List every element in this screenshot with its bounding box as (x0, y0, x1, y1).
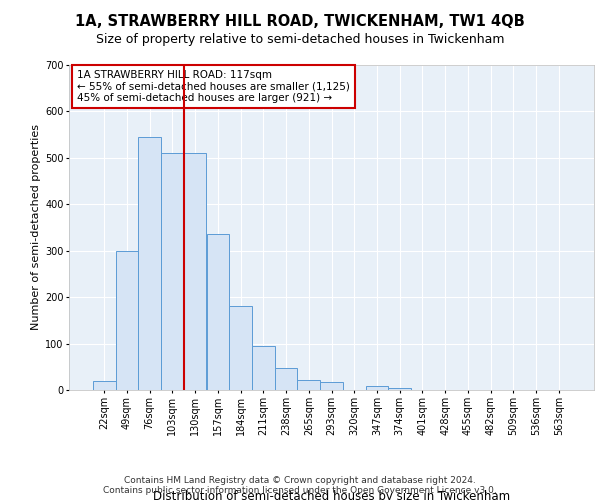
Bar (275, 368, 298, 390)
Bar (298, 380, 320, 390)
Bar (252, 346, 275, 390)
Text: Size of property relative to semi-detached houses in Twickenham: Size of property relative to semi-detach… (96, 32, 504, 46)
Bar (320, 382, 343, 390)
Bar (93, 380, 116, 390)
Bar (388, 388, 411, 390)
Text: Contains HM Land Registry data © Crown copyright and database right 2024.: Contains HM Land Registry data © Crown c… (124, 476, 476, 485)
Bar (206, 234, 229, 390)
Text: 1A STRAWBERRY HILL ROAD: 117sqm
← 55% of semi-detached houses are smaller (1,125: 1A STRAWBERRY HILL ROAD: 117sqm ← 55% of… (77, 70, 350, 103)
X-axis label: Distribution of semi-detached houses by size in Twickenham: Distribution of semi-detached houses by … (153, 490, 510, 500)
Bar (229, 306, 252, 390)
Bar (184, 153, 206, 390)
Bar (116, 250, 139, 390)
Bar (139, 137, 161, 390)
Text: Contains public sector information licensed under the Open Government Licence v3: Contains public sector information licen… (103, 486, 497, 495)
Text: 1A, STRAWBERRY HILL ROAD, TWICKENHAM, TW1 4QB: 1A, STRAWBERRY HILL ROAD, TWICKENHAM, TW… (75, 14, 525, 29)
Y-axis label: Number of semi-detached properties: Number of semi-detached properties (31, 124, 41, 330)
Bar (161, 153, 184, 390)
Bar (365, 386, 388, 390)
